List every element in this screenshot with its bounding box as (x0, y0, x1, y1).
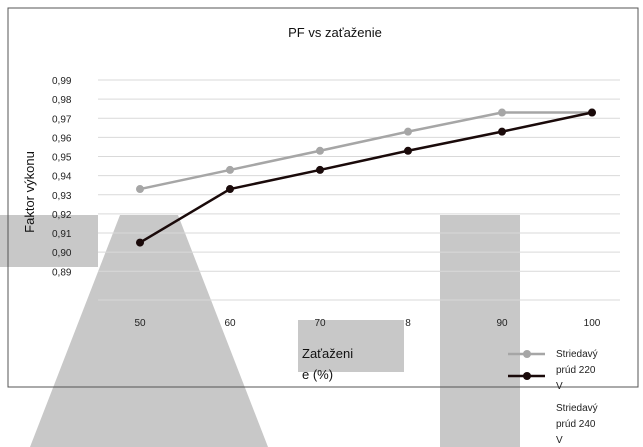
watermark-bar-shape (0, 215, 98, 267)
legend-label-220-line-1: Striedavý (556, 349, 598, 360)
y-tick-label: 0,95 (52, 153, 72, 164)
x-tick-label: 50 (134, 318, 146, 329)
legend-label-220-line-3: V (556, 381, 563, 392)
legend-label-220-line-2: prúd 220 (556, 365, 596, 376)
watermark-a-shape (30, 215, 268, 447)
y-tick-label: 0,89 (52, 267, 72, 278)
chart-border (7, 7, 639, 388)
series-1-point (588, 108, 596, 117)
y-tick-label: 0,99 (52, 76, 72, 87)
series-lines (136, 108, 596, 247)
y-tick-label: 0,96 (52, 133, 72, 144)
x-tick-label: 70 (314, 318, 326, 329)
watermark-box-shape (298, 320, 404, 372)
series-1-point (498, 127, 506, 136)
legend-label-240-line-2: prúd 240 (556, 419, 596, 430)
y-tick-labels: 0,99 0,98 0,97 0,96 0,95 0,94 0,93 0,92 0,91 0,90… (52, 76, 72, 278)
series-1-point (316, 165, 324, 174)
legend-label-240-line-1: Striedavý (556, 403, 598, 414)
x-axis-title-line-2: e (%) (302, 367, 333, 382)
y-tick-label: 0,98 (52, 95, 72, 106)
grid-lines (98, 79, 620, 301)
y-tick-label: 0,90 (52, 248, 72, 259)
x-tick-label: 90 (496, 318, 508, 329)
series-0-point (316, 146, 324, 155)
series-0-point (404, 127, 412, 136)
y-axis-title: Faktor výkonu (22, 151, 37, 233)
x-tick-label: 100 (584, 318, 601, 329)
x-tick-labels: 50 60 70 8 90 100 (134, 318, 600, 329)
y-tick-label: 0,92 (52, 210, 72, 221)
watermark-shapes (0, 215, 520, 447)
legend-marker-240 (523, 372, 531, 380)
series-1-point (404, 146, 412, 155)
series-0-point (226, 165, 234, 174)
series-line-0 (139, 111, 592, 191)
legend: Striedavý prúd 220 V Striedavý prúd 240 … (508, 349, 598, 446)
series-1-point (226, 185, 234, 194)
y-tick-label: 0,91 (52, 229, 72, 240)
x-axis-title-line-1: Zaťaženi (302, 346, 353, 361)
y-tick-label: 0,94 (52, 172, 72, 183)
series-1-point (136, 238, 144, 247)
series-0-point (136, 185, 144, 194)
series-line-1 (139, 111, 593, 244)
watermark-l-shape (440, 215, 520, 447)
x-tick-label: 60 (224, 318, 236, 329)
y-tick-label: 0,93 (52, 191, 72, 202)
y-tick-label: 0,97 (52, 114, 72, 125)
chart-title: PF vs zaťaženie (288, 25, 382, 40)
x-tick-label: 8 (405, 318, 411, 329)
series-0-point (498, 108, 506, 117)
legend-marker-220 (523, 350, 531, 358)
legend-label-240-line-3: V (556, 435, 563, 446)
